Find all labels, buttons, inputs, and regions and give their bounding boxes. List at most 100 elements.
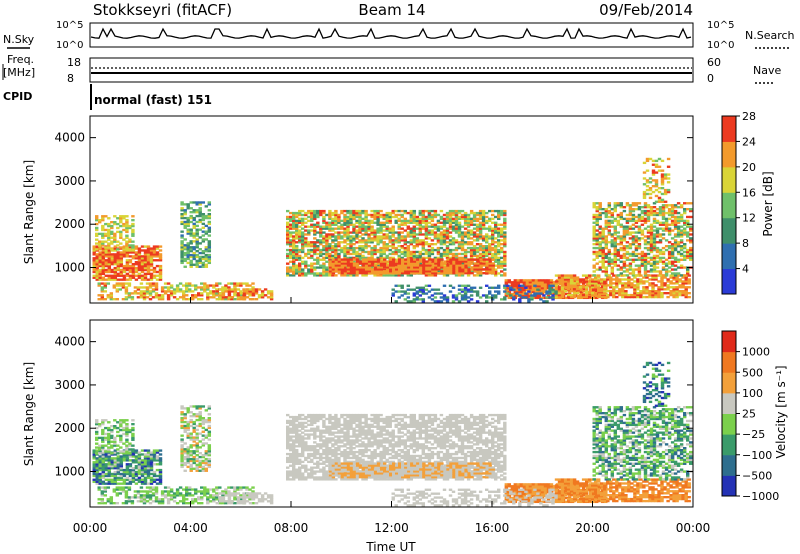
power-cell bbox=[464, 258, 468, 261]
power-cell bbox=[113, 266, 118, 270]
power-cell bbox=[98, 261, 102, 264]
power-cell bbox=[466, 223, 471, 226]
power-cell bbox=[654, 295, 658, 299]
power-cell bbox=[661, 217, 666, 221]
velocity-cell bbox=[92, 465, 96, 468]
power-cell bbox=[491, 237, 495, 240]
power-cell bbox=[352, 258, 357, 261]
power-cell bbox=[409, 254, 414, 258]
power-cell bbox=[463, 219, 468, 223]
power-cell bbox=[189, 255, 193, 259]
power-cell bbox=[686, 254, 690, 258]
power-cell bbox=[403, 223, 408, 226]
power-cell bbox=[376, 268, 381, 271]
power-cell bbox=[601, 262, 605, 265]
power-cell bbox=[473, 266, 477, 269]
power-cell bbox=[673, 264, 678, 267]
power-cell bbox=[110, 226, 114, 230]
power-cell bbox=[361, 270, 366, 273]
power-cell bbox=[292, 239, 296, 242]
power-cell bbox=[322, 237, 326, 240]
power-cell bbox=[494, 229, 498, 232]
power-cell bbox=[239, 282, 243, 285]
power-cell bbox=[328, 256, 332, 260]
power-cell bbox=[322, 268, 326, 271]
power-cell bbox=[370, 221, 374, 224]
power-cell bbox=[385, 256, 389, 260]
power-cell bbox=[388, 213, 392, 217]
power-cell bbox=[415, 227, 420, 230]
power-cell bbox=[595, 239, 599, 242]
power-cell bbox=[343, 250, 347, 254]
power-cell bbox=[491, 294, 495, 297]
power-cell bbox=[358, 223, 362, 226]
power-cell bbox=[667, 223, 672, 226]
power-cell bbox=[149, 247, 154, 250]
power-cell bbox=[658, 258, 663, 261]
power-cell bbox=[622, 237, 627, 240]
power-cell bbox=[197, 286, 201, 289]
power-cell bbox=[416, 262, 420, 265]
power-cell bbox=[367, 237, 371, 240]
power-cell bbox=[136, 288, 141, 291]
power-cell bbox=[592, 215, 596, 219]
power-cell bbox=[645, 159, 650, 163]
power-cell bbox=[463, 217, 468, 221]
power-cell bbox=[400, 227, 404, 230]
power-cell bbox=[610, 272, 615, 275]
power-cell bbox=[100, 282, 105, 285]
power-cell bbox=[192, 257, 196, 261]
power-cell bbox=[497, 266, 501, 269]
power-cell bbox=[425, 270, 429, 273]
power-cell bbox=[472, 250, 477, 254]
power-cell bbox=[598, 279, 602, 282]
power-cell bbox=[286, 233, 290, 236]
power-cell bbox=[531, 279, 536, 282]
power-cell bbox=[113, 236, 117, 239]
power-cell bbox=[652, 248, 657, 252]
power-cell bbox=[358, 209, 362, 213]
power-cell bbox=[588, 274, 592, 277]
power-cell bbox=[98, 240, 102, 243]
power-cell bbox=[352, 264, 357, 267]
power-cell bbox=[122, 228, 126, 232]
power-cell bbox=[522, 279, 527, 282]
power-cell bbox=[191, 294, 195, 297]
power-cell bbox=[625, 274, 630, 277]
power-cell bbox=[125, 236, 129, 239]
power-cell bbox=[461, 258, 465, 261]
power-cell bbox=[689, 258, 693, 261]
power-cell bbox=[304, 229, 308, 232]
power-cell bbox=[92, 249, 96, 252]
power-cell bbox=[352, 250, 356, 254]
power-cell bbox=[224, 298, 228, 301]
power-cell bbox=[201, 263, 206, 266]
power-cell bbox=[522, 288, 527, 292]
power-cell bbox=[207, 253, 212, 257]
power-cell bbox=[382, 246, 386, 250]
power-cell bbox=[637, 266, 642, 269]
power-cell bbox=[295, 213, 299, 217]
power-cell bbox=[304, 260, 308, 263]
power-cell bbox=[613, 229, 618, 232]
power-cell bbox=[657, 157, 662, 161]
power-cell bbox=[101, 268, 106, 272]
power-cell bbox=[679, 274, 684, 277]
power-cell bbox=[340, 250, 344, 254]
power-cell bbox=[575, 282, 580, 285]
power-cell bbox=[681, 280, 685, 283]
power-cell bbox=[436, 256, 441, 260]
power-cell bbox=[683, 258, 687, 261]
power-cell bbox=[325, 233, 329, 236]
power-cell bbox=[239, 296, 244, 299]
power-cell bbox=[643, 274, 648, 277]
power-cell bbox=[343, 256, 347, 260]
power-cell bbox=[591, 282, 595, 285]
power-cell bbox=[463, 248, 468, 252]
power-cell bbox=[655, 266, 660, 269]
power-cell bbox=[469, 209, 474, 213]
power-cell bbox=[475, 237, 480, 240]
power-cell bbox=[313, 241, 317, 244]
power-cell bbox=[298, 256, 302, 260]
power-cell bbox=[433, 288, 438, 291]
